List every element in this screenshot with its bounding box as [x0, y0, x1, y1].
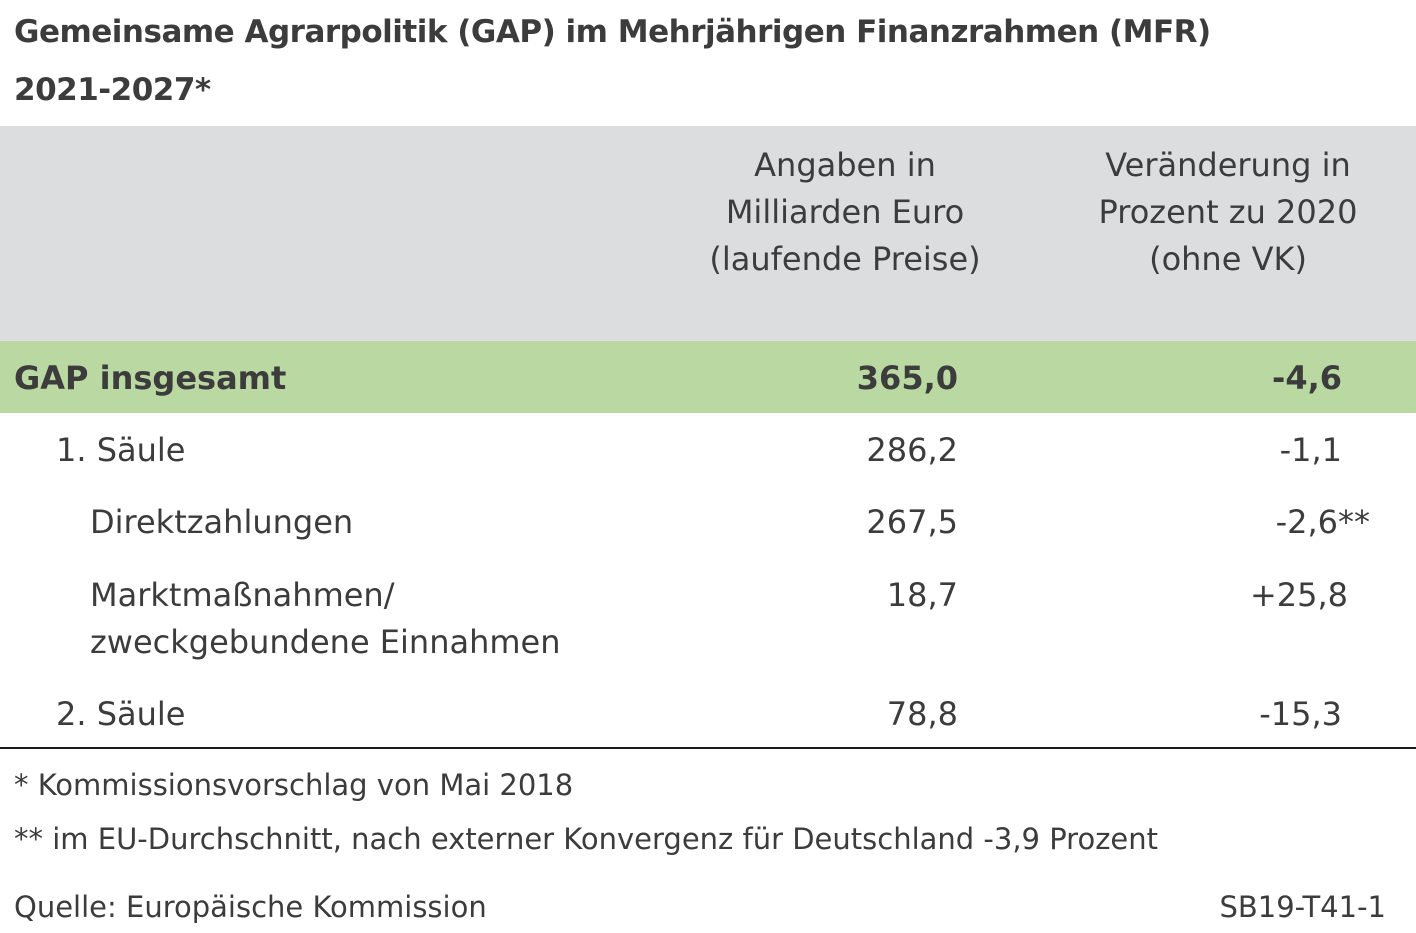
footnote-1: * Kommissionsvorschlag von Mai 2018 — [14, 768, 574, 802]
row-change-market-measures: +25,8 — [1249, 576, 1348, 614]
row-value-pillar-2: 78,8 — [886, 695, 958, 733]
row-value-pillar-1: 286,2 — [866, 431, 958, 469]
table-title-line2: 2021-2027* — [14, 72, 211, 108]
table-title-line1: Gemeinsame Agrarpolitik (GAP) im Mehrjäh… — [14, 14, 1211, 50]
source-note: Quelle: Europäische Kommission — [14, 890, 487, 924]
row-change-gap-total: -4,6 — [1272, 359, 1342, 397]
row-label-direct-payments: Direktzahlungen — [90, 503, 354, 541]
row-label-pillar-1: 1. Säule — [56, 431, 186, 469]
footnote-2: ** im EU-Durchschnitt, nach externer Kon… — [14, 822, 1159, 856]
total-row-band — [0, 341, 1416, 413]
table-header-band — [0, 126, 1416, 341]
row-label-gap-total: GAP insgesamt — [14, 359, 287, 397]
row-change-pillar-1: -1,1 — [1279, 431, 1342, 469]
row-change-direct-payments: -2,6** — [1275, 503, 1370, 541]
row-label-market-measures-line1: Marktmaßnahmen/ — [90, 576, 395, 614]
column-header-amount: Angaben in Milliarden Euro (laufende Pre… — [709, 146, 981, 278]
row-change-pillar-2: -15,3 — [1259, 695, 1342, 733]
table-bottom-rule — [0, 747, 1416, 749]
table-code: SB19-T41-1 — [1219, 890, 1386, 924]
row-value-market-measures: 18,7 — [886, 576, 958, 614]
row-label-pillar-2: 2. Säule — [56, 695, 186, 733]
row-label-market-measures-line2: zweckgebundene Einnahmen — [90, 623, 561, 661]
row-value-gap-total: 365,0 — [856, 359, 958, 397]
row-value-direct-payments: 267,5 — [866, 503, 958, 541]
column-header-change: Veränderung in Prozent zu 2020 (ohne VK) — [1098, 146, 1358, 278]
